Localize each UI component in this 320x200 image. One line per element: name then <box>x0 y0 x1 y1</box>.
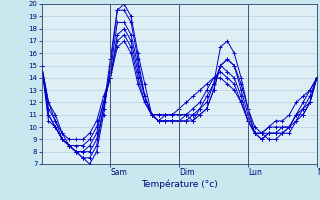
X-axis label: Température (°c): Température (°c) <box>141 180 218 189</box>
